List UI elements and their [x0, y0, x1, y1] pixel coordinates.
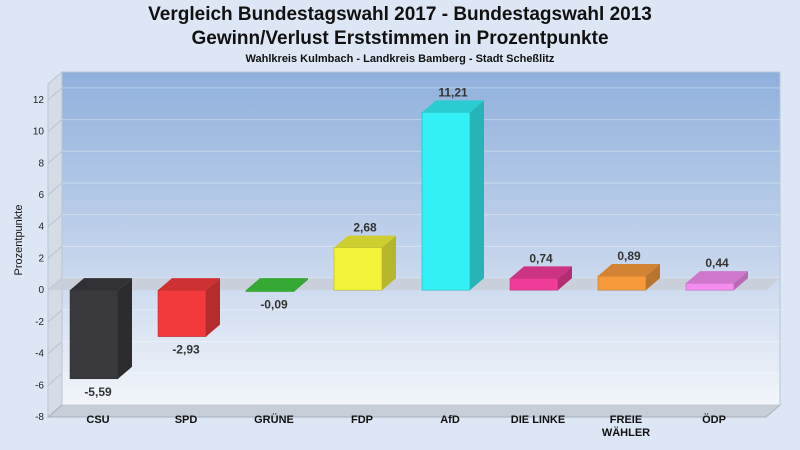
data-label: 0,89 — [617, 249, 641, 263]
chart-title: Vergleich Bundestagswahl 2017 - Bundesta… — [148, 4, 652, 25]
gridline-side — [47, 309, 63, 323]
bar-side — [734, 271, 748, 291]
gridline-side — [47, 214, 63, 228]
y-tick-label: 8 — [38, 158, 44, 169]
x-tick-label-line: GRÜNE — [254, 413, 294, 426]
x-tick-label: DIE LINKE — [511, 414, 565, 426]
data-label: 0,74 — [529, 251, 553, 265]
data-label: -2,93 — [172, 343, 200, 357]
bar-top — [422, 100, 484, 113]
bar-side — [558, 266, 572, 291]
data-label: -5,59 — [84, 385, 112, 399]
bar — [69, 278, 132, 380]
bar — [509, 266, 572, 291]
x-tick-label-line: FREIE — [610, 414, 642, 426]
plot-side-wall — [47, 70, 63, 419]
bar-top — [686, 271, 748, 284]
gridline-side — [47, 182, 63, 196]
gridline-side — [47, 119, 63, 132]
zero-plane — [48, 278, 780, 291]
y-tick-label: 0 — [38, 285, 44, 296]
y-tick-label: 10 — [33, 127, 45, 138]
x-tick-label-line: AfD — [440, 414, 460, 426]
gridline-side — [47, 150, 63, 164]
chart-title-line2: Gewinn/Verlust Erststimmen in Prozentpun… — [191, 28, 609, 49]
chart-subtitle: Wahlkreis Kulmbach - Landkreis Bamberg -… — [245, 53, 555, 65]
gridline-side — [47, 246, 63, 259]
gridline-side — [47, 341, 63, 354]
plot-back-wall — [61, 71, 781, 406]
x-tick-label: ÖDP — [702, 413, 726, 426]
x-tick-label: AfD — [440, 414, 460, 426]
bar-front — [333, 247, 383, 291]
bar-front — [245, 289, 295, 292]
y-tick-label: -6 — [35, 380, 44, 391]
bar-front — [69, 289, 119, 380]
x-tick-label-line: DIE LINKE — [511, 414, 565, 426]
bar — [245, 278, 308, 292]
bar-side — [294, 278, 308, 292]
bar — [157, 278, 220, 337]
bar-side — [470, 100, 484, 291]
bar — [421, 100, 484, 291]
bar-front — [597, 275, 647, 291]
data-label: 11,21 — [438, 85, 468, 99]
x-tick-label-line: ÖDP — [702, 413, 726, 426]
bar — [333, 235, 396, 291]
bar-side — [382, 235, 396, 291]
x-tick-label: SPD — [175, 414, 198, 426]
x-tick-label-line: FDP — [351, 414, 373, 426]
bar-top — [598, 264, 660, 277]
x-tick-label: FDP — [351, 414, 373, 426]
bar-top — [334, 235, 396, 248]
bar — [597, 264, 660, 291]
bar-top — [246, 278, 308, 291]
bar-front — [685, 282, 735, 291]
bar — [685, 271, 748, 291]
y-tick-label: -4 — [35, 349, 44, 360]
y-axis-label: Prozentpunkte — [13, 205, 25, 276]
data-label: 2,68 — [353, 221, 377, 235]
gridline-side — [47, 87, 63, 101]
x-tick-label-line: WÄHLER — [602, 426, 650, 439]
y-tick-label: -8 — [35, 412, 44, 423]
x-tick-label-line: SPD — [175, 414, 198, 426]
y-tick-label: -2 — [35, 317, 44, 328]
bar-top — [70, 278, 132, 291]
y-tick-label: 12 — [33, 95, 45, 106]
bar-top — [510, 266, 572, 279]
bar-side — [646, 264, 660, 291]
y-tick-label: 6 — [38, 190, 44, 201]
x-tick-label-line: CSU — [86, 414, 109, 426]
x-tick-label: GRÜNE — [254, 413, 294, 426]
bar-side — [118, 278, 132, 379]
y-tick-label: 4 — [38, 222, 44, 233]
y-tick-label: 2 — [38, 253, 44, 264]
x-tick-label: CSU — [86, 414, 109, 426]
gridline-side — [47, 372, 63, 386]
bar-front — [509, 278, 559, 291]
bar-side — [206, 278, 220, 337]
plot-floor — [46, 404, 782, 418]
gridline-side — [47, 404, 63, 418]
bar-top — [158, 278, 220, 291]
data-label: 0,44 — [705, 256, 729, 270]
x-tick-label: FREIE WÄHLER — [602, 414, 650, 439]
bar-front — [421, 112, 471, 291]
data-label: -0,09 — [260, 298, 288, 312]
bar-front — [157, 289, 207, 337]
